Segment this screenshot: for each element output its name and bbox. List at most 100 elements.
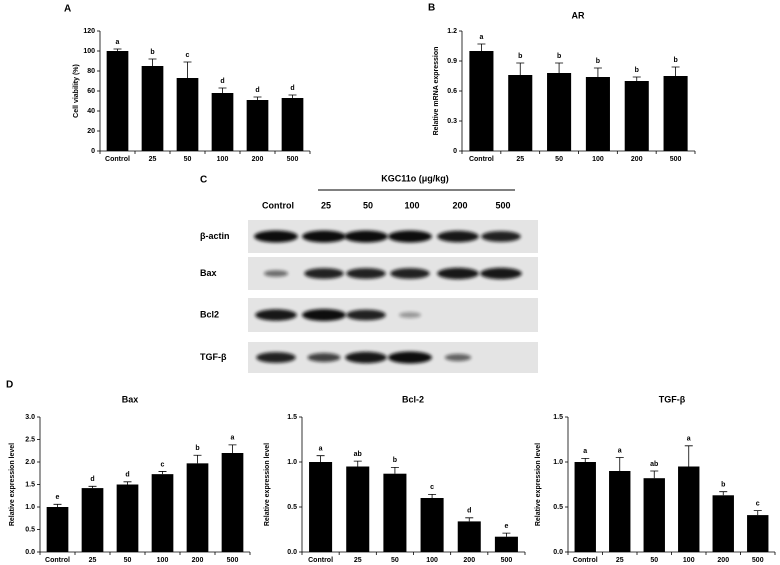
y-axis-label: Relative expression level (535, 443, 542, 526)
error-bar (228, 444, 237, 453)
error-bar (555, 62, 564, 73)
x-tick-label: 500 (227, 557, 239, 564)
x-tick-label: 200 (717, 557, 729, 564)
x-tick-label: 25 (516, 156, 524, 163)
error-bar (53, 503, 62, 507)
lane-label: 50 (363, 200, 373, 210)
blot-header: KGC11o (μg/kg) (381, 173, 449, 183)
x-tick-label: 50 (555, 156, 563, 163)
bar (81, 488, 104, 552)
error-bar (593, 67, 602, 77)
blot-band (304, 268, 344, 279)
blot-band (345, 351, 387, 364)
x-tick-label: 200 (192, 557, 204, 564)
bar (221, 453, 244, 552)
bar (420, 498, 444, 552)
significance-letter: b (721, 482, 725, 489)
bar (246, 100, 269, 151)
chart-title: TGF-β (659, 394, 686, 404)
x-tick-label: 500 (501, 557, 513, 564)
error-bar (428, 494, 437, 498)
x-tick-label: 25 (149, 156, 157, 163)
significance-letter: e (56, 494, 60, 501)
blot-band (437, 230, 479, 243)
y-tick-label: 1.5 (287, 414, 297, 421)
significance-letter: b (557, 53, 561, 60)
y-tick-label: 1.5 (25, 481, 35, 488)
chart-title: AR (572, 10, 585, 20)
error-bar (650, 470, 659, 479)
blot-band (302, 309, 346, 321)
x-tick-label: 100 (426, 557, 438, 564)
significance-letter: b (635, 67, 639, 74)
y-tick-label: 0.5 (25, 526, 35, 533)
significance-letter: b (393, 457, 397, 464)
x-tick-label: 50 (650, 557, 658, 564)
row-label: Bcl2 (200, 309, 219, 319)
significance-letter: d (255, 87, 259, 94)
bar (383, 473, 407, 552)
x-tick-label: 500 (287, 156, 299, 163)
error-bar (615, 457, 624, 471)
bar (116, 484, 139, 552)
x-tick-label: Control (573, 557, 598, 564)
bar (281, 98, 304, 151)
y-tick-label: 60 (87, 88, 95, 95)
error-bar (148, 58, 157, 66)
significance-letter: c (756, 500, 760, 507)
significance-letter: d (467, 508, 471, 515)
y-tick-label: 1.0 (25, 504, 35, 511)
lane-label: 500 (495, 200, 510, 210)
bar (547, 73, 572, 151)
x-tick-label: 100 (157, 557, 169, 564)
blot-band (344, 230, 388, 243)
significance-letter: ab (354, 451, 362, 458)
bar (585, 77, 610, 151)
x-tick-label: 100 (683, 557, 695, 564)
bar (574, 462, 596, 552)
y-tick-label: 1.0 (287, 459, 297, 466)
significance-letter: a (618, 447, 622, 454)
significance-letter: a (231, 435, 235, 442)
panel-label: B (428, 3, 435, 14)
bar (469, 51, 494, 151)
significance-letter: ab (650, 461, 658, 468)
bar (712, 495, 734, 552)
error-bar (581, 458, 590, 462)
x-tick-label: 500 (752, 557, 764, 564)
x-tick-label: 50 (124, 557, 132, 564)
significance-letter: d (125, 472, 129, 479)
significance-letter: d (220, 78, 224, 85)
significance-letter: b (673, 57, 677, 64)
x-tick-label: Control (45, 557, 70, 564)
y-tick-label: 0 (91, 148, 95, 155)
bar (346, 466, 370, 552)
significance-letter: a (116, 39, 120, 46)
blot-band (346, 268, 386, 279)
error-bar (719, 491, 728, 496)
chart-title: Bax (122, 394, 139, 404)
significance-letter: c (430, 484, 434, 491)
x-tick-label: 100 (592, 156, 604, 163)
blot-band (399, 312, 421, 318)
panel-label: C (200, 175, 207, 186)
blot-band (255, 309, 297, 321)
blot-band (444, 353, 472, 362)
blot-band (263, 270, 289, 277)
significance-letter: d (290, 85, 294, 92)
error-bar (465, 517, 474, 522)
significance-letter: a (687, 436, 691, 443)
significance-letter: b (195, 445, 199, 452)
bar (186, 463, 209, 552)
y-tick-label: 2.0 (25, 459, 35, 466)
x-tick-label: Control (469, 156, 494, 163)
bar (176, 78, 199, 151)
bar (151, 474, 174, 552)
significance-letter: a (479, 34, 483, 41)
blot-band (388, 351, 432, 364)
significance-letter: a (583, 448, 587, 455)
y-tick-label: 100 (83, 48, 95, 55)
bar (46, 507, 69, 552)
significance-letter: d (90, 476, 94, 483)
